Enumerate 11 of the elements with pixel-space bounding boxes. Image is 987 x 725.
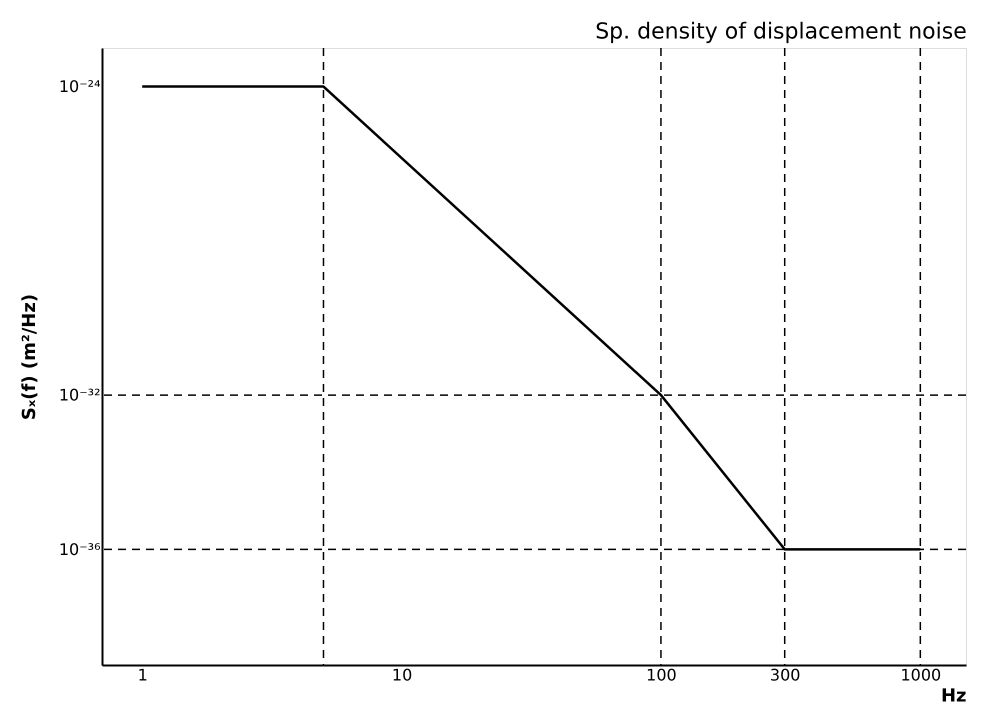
x-tick-label: 1000	[900, 666, 942, 684]
x-tick-label: 300	[770, 666, 800, 684]
x-tick-label: 10	[392, 666, 412, 684]
x-axis-title: Hz	[940, 686, 966, 706]
y-tick-label: 10⁻²⁴	[58, 77, 100, 96]
y-axis-title: Sₓ(f) (m²/Hz)	[18, 294, 40, 420]
x-tick-label: 100	[646, 666, 677, 684]
x-tick-label: 1	[138, 666, 148, 684]
chart-title: Sp. density of displacement noise	[595, 19, 967, 44]
y-tick-label: 10⁻³⁶	[58, 540, 100, 559]
y-tick-label: 10⁻³²	[58, 386, 100, 405]
